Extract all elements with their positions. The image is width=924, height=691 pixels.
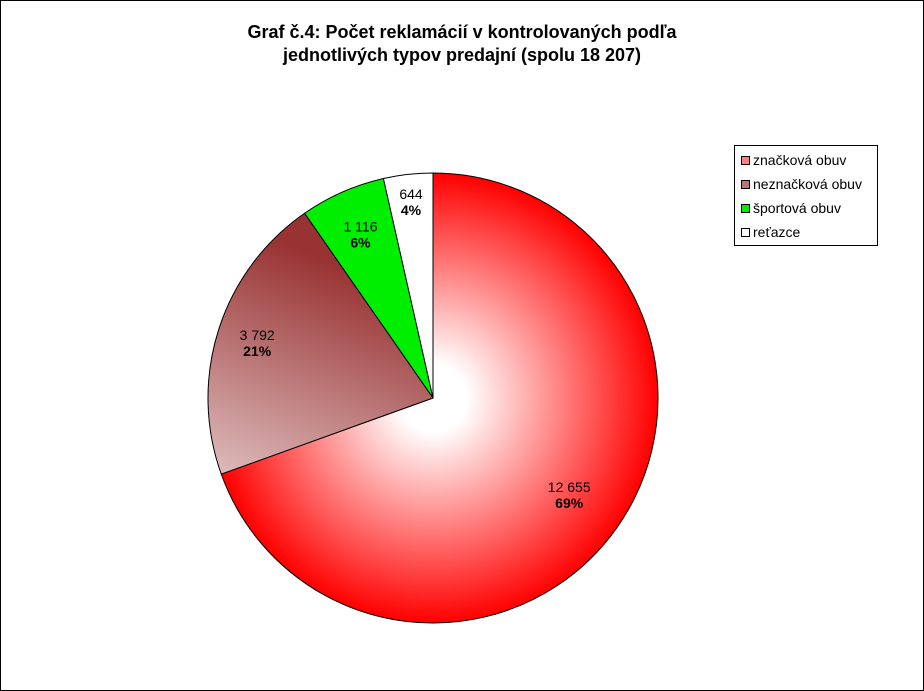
legend-swatch [741, 179, 750, 189]
legend: značková obuv neznačková obuv športová obu… [734, 145, 878, 246]
legend-label: športová obuv [753, 200, 841, 216]
legend-label: reťazce [753, 224, 801, 240]
pie-slice-1 [220, 172, 659, 624]
legend-item-2: neznačková obuv [741, 176, 862, 192]
legend-item-4: reťazce [741, 224, 800, 240]
legend-label: neznačková obuv [753, 176, 862, 192]
chart-title-line-1: Graf č.4: Počet reklamácií v kontrolovan… [247, 22, 677, 42]
pie-slice-4 [382, 172, 434, 399]
chart-title-line-2: jednotlivých typov predajní (spolu 18 20… [282, 45, 642, 65]
slice-percent-label-2: 21% [243, 343, 272, 359]
slice-percent-label-4: 4% [401, 202, 422, 218]
legend-label: značková obuv [753, 152, 847, 168]
pie-slice-2 [207, 212, 434, 475]
slice-value-label-3: 1 116 [344, 218, 378, 234]
legend-swatch [741, 155, 750, 165]
slice-value-label-4: 644 [399, 186, 423, 202]
slice-percent-label-3: 6% [350, 234, 371, 250]
slice-value-label-1: 12 655 [548, 479, 591, 495]
slice-percent-label-1: 69% [555, 495, 584, 511]
legend-swatch [741, 227, 750, 237]
slice-value-label-2: 3 792 [240, 327, 275, 343]
legend-item-1: značková obuv [741, 152, 846, 168]
legend-item-3: športová obuv [741, 200, 841, 216]
pie-slices [207, 172, 659, 624]
chart-title: Graf č.4: Počet reklamácií v kontrolovan… [1, 21, 923, 67]
legend-swatch [741, 203, 750, 213]
